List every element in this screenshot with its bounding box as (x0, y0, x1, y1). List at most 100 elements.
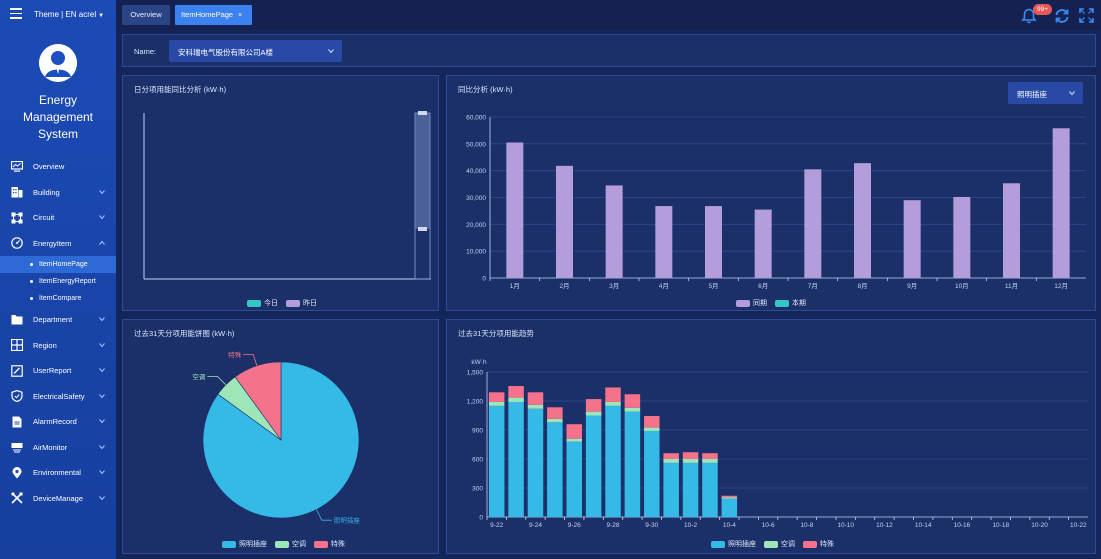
y-tick-label: 0 (482, 276, 486, 283)
bar-lighting (488, 405, 505, 517)
bar-special (721, 495, 738, 498)
legend-label: 昨日 (303, 300, 317, 307)
x-tick-label: 10月 (955, 282, 969, 290)
zoom-slider-window (415, 113, 430, 229)
bar-aircon (605, 401, 621, 406)
legend-swatch-special (803, 540, 817, 548)
legend-label: 照明插座 (728, 541, 756, 548)
legend-item[interactable]: 今日 (247, 298, 278, 308)
legend-item[interactable]: 照明插座 (222, 539, 267, 549)
legend-item[interactable]: 同期 (736, 298, 767, 308)
x-tick-label: 2月 (559, 282, 569, 290)
bar-previous (804, 169, 822, 278)
legend-label: 照明插座 (239, 541, 267, 548)
legend-swatch-aircon (764, 540, 778, 548)
fullscreen-icon[interactable] (1079, 8, 1094, 23)
tab-label: ItemHomePage (181, 10, 234, 19)
y-tick-label: 10,000 (466, 249, 486, 256)
tab-overview[interactable]: Overview (122, 5, 170, 25)
pie-chart-panel: 过去31天分项用能饼图 (kW·h) 照明插座 空调 特殊 照明插座 空调 特殊 (122, 319, 439, 554)
x-tick-label: 10-18 (992, 522, 1009, 529)
legend-item[interactable]: 特殊 (314, 539, 345, 549)
zoom-slider-handle-top (418, 111, 427, 115)
category-select[interactable]: 照明插座 (1008, 82, 1083, 104)
refresh-icon[interactable] (1054, 8, 1070, 24)
sidebar-item-electricalsafety[interactable]: ElectricalSafety (0, 384, 116, 410)
panel-title: 过去31天分项用能饼图 (kW·h) (134, 329, 235, 338)
sidebar-item-alarmrecord[interactable]: AlarmRecord (0, 409, 116, 435)
sidebar-subitem-label: ItemCompare (39, 295, 82, 302)
x-tick-label: 6月 (758, 282, 768, 290)
sidebar-item-circuit[interactable]: Circuit (0, 205, 116, 231)
legend-item[interactable]: 特殊 (803, 539, 834, 549)
sidebar-item-airmonitor[interactable]: AirMonitor (0, 435, 116, 461)
name-label: Name: (134, 47, 157, 56)
sidebar-subitem-label: ItemEnergyReport (39, 278, 96, 285)
x-tick-label: 3月 (609, 282, 619, 290)
bar-special (702, 453, 718, 459)
daily-chart (143, 111, 431, 280)
pie-chart: 照明插座 空调 特殊 (192, 350, 360, 525)
theme-label[interactable]: Theme | EN (34, 10, 77, 19)
x-tick-label: 10-2 (684, 522, 697, 529)
bar-lighting (547, 422, 563, 517)
sidebar-subitem-itemhomepage[interactable]: ItemHomePage (0, 256, 116, 273)
legend-swatch-aircon (275, 540, 289, 548)
bar-lighting (644, 430, 660, 517)
x-tick-label: 8月 (857, 282, 867, 290)
chevron-down-icon (99, 317, 105, 322)
sidebar-item-department[interactable]: Department (0, 307, 116, 333)
x-tick-label: 9-22 (490, 522, 503, 529)
y-tick-label: 50,000 (466, 141, 486, 148)
building-icon (11, 186, 23, 198)
top-bar: Overview ItemHomePage × 99+ (116, 0, 1101, 30)
name-select[interactable]: 安科瑞电气股份有限公司A楼 (169, 40, 342, 62)
legend-item[interactable]: 照明插座 (711, 539, 756, 549)
sidebar-item-region[interactable]: Region (0, 333, 116, 359)
x-tick-label: 10-20 (1031, 522, 1048, 529)
sidebar-item-overview[interactable]: Overview (0, 154, 116, 180)
menu-toggle-icon[interactable] (10, 8, 22, 20)
sidebar-item-building[interactable]: Building (0, 180, 116, 206)
legend-item[interactable]: 空调 (275, 539, 306, 549)
close-icon[interactable]: × (238, 12, 243, 19)
sidebar-item-label: Department (33, 315, 73, 325)
tab-itemhomepage[interactable]: ItemHomePage × (175, 5, 252, 25)
sidebar-menu: Overview Building Circuit EnergyItem Ite… (0, 154, 116, 511)
y-tick-label: 900 (472, 428, 483, 435)
bell-icon[interactable] (1021, 8, 1037, 24)
sidebar-subitem-itemcompare[interactable]: ItemCompare (0, 290, 116, 307)
bullet-icon (30, 297, 33, 300)
bar-special (585, 399, 602, 412)
sidebar-item-energyitem[interactable]: EnergyItem (0, 231, 116, 257)
sidebar-item-label: Region (33, 340, 57, 350)
legend-item[interactable]: 空调 (764, 539, 795, 549)
system-title-line2: Management (22, 110, 94, 124)
bar-special (547, 407, 563, 419)
x-tick-label: 10-6 (762, 522, 775, 529)
x-tick-label: 10-12 (876, 522, 893, 529)
bar-special (605, 387, 621, 402)
sidebar-item-userreport[interactable]: UserReport (0, 358, 116, 384)
theme-language-switch[interactable]: Theme | EN acrel ▼ (34, 10, 104, 19)
bar-previous (953, 196, 971, 278)
chevron-down-icon (99, 215, 105, 220)
bar-previous (854, 163, 871, 278)
bar-lighting (702, 462, 718, 517)
user-caret-icon[interactable]: ▼ (98, 13, 105, 19)
sidebar: Theme | EN acrel ▼ Energy Management Syst… (0, 0, 116, 559)
sidebar-subitem-itemenergyreport[interactable]: ItemEnergyReport (0, 273, 116, 290)
bar-special (644, 415, 660, 428)
zoom-slider-handle-bottom (418, 227, 427, 231)
sidebar-item-environmental[interactable]: Environmental (0, 460, 116, 486)
sidebar-item-label: Environmental (33, 468, 81, 478)
sidebar-item-devicemanage[interactable]: DeviceManage (0, 486, 116, 512)
chevron-down-icon (99, 368, 105, 373)
legend-item[interactable]: 本期 (775, 298, 806, 308)
y-tick-label: 0 (479, 515, 483, 522)
daily-legend: 今日 昨日 (247, 298, 325, 308)
legend-item[interactable]: 昨日 (286, 298, 317, 308)
pie-label: 空调 (192, 372, 205, 381)
user-name[interactable]: acrel (78, 10, 97, 19)
chevron-up-icon (99, 240, 105, 245)
